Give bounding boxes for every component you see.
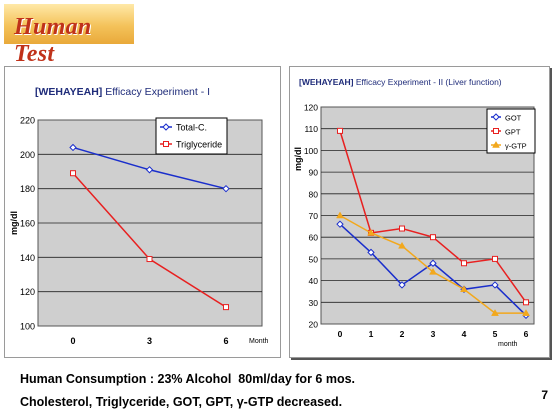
- chart-title: [WEHAYEAH] Efficacy Experiment - II (Liv…: [299, 77, 502, 87]
- legend-entry: Triglyceride: [176, 140, 222, 150]
- y-axis-label: mg/dl: [9, 211, 19, 235]
- chart-efficacy-2: [WEHAYEAH] Efficacy Experiment - II (Liv…: [293, 77, 536, 348]
- data-point: [523, 299, 529, 306]
- x-tick-label: 0: [70, 336, 75, 346]
- chart-efficacy-1: [WEHAYEAH] Efficacy Experiment - I 100 120…: [9, 86, 269, 346]
- x-tick-label: 4: [462, 329, 467, 339]
- data-point: [460, 285, 468, 293]
- chart-title-rest: Efficacy Experiment - I: [102, 86, 210, 98]
- data-point: [491, 309, 499, 316]
- x-tick-label: 3: [147, 336, 152, 346]
- data-point: [430, 234, 436, 241]
- x-tick-label: 6: [223, 336, 228, 346]
- slide-title: Human Test: [14, 14, 92, 67]
- x-tick-label: 3: [431, 329, 436, 339]
- data-point: [336, 220, 344, 228]
- chart-title: [WEHAYEAH] Efficacy Experiment - I: [35, 86, 210, 98]
- data-point: [398, 281, 406, 289]
- y-tick-label: 30: [309, 298, 319, 308]
- data-point: [429, 267, 437, 275]
- data-point: [222, 184, 230, 193]
- y-tick-label: 50: [309, 254, 319, 264]
- y-tick-label: 200: [20, 150, 35, 160]
- y-tick-label: 20: [309, 320, 319, 330]
- x-tick-label: 6: [524, 329, 529, 339]
- x-tick-label: 5: [493, 329, 498, 339]
- footer-consumption-text: Human Consumption : 23% Alcohol 80ml/day…: [20, 372, 356, 386]
- y-tick-label: 140: [20, 253, 35, 263]
- legend-marker: [492, 113, 500, 121]
- footer-result-text: Cholesterol, Triglyceride, GOT, GPT, γ-G…: [20, 395, 343, 409]
- data-point: [223, 304, 229, 311]
- x-tick-label: 2: [400, 329, 405, 339]
- chart-title-prefix: [WEHAYEAH]: [299, 77, 354, 87]
- chart-title-rest: Efficacy Experiment - II (Liver function…: [353, 77, 501, 87]
- y-tick-label: 220: [20, 116, 35, 126]
- data-point: [491, 281, 499, 289]
- data-point: [70, 170, 76, 177]
- page-number: 7: [541, 388, 548, 402]
- legend-entry: GOT: [505, 114, 522, 123]
- data-point: [146, 256, 153, 263]
- y-axis-label: mg/dl: [293, 147, 303, 171]
- data-point: [399, 225, 405, 232]
- data-point: [145, 166, 154, 174]
- data-point: [492, 255, 498, 262]
- x-tick-label: 0: [338, 329, 343, 339]
- x-tick-label: 1: [369, 329, 374, 339]
- data-point: [337, 127, 343, 134]
- x-axis-label: Month: [249, 338, 269, 345]
- y-tick-label: 80: [309, 189, 319, 199]
- y-tick-label: 60: [309, 233, 319, 243]
- chart-panel-1: [WEHAYEAH] Efficacy Experiment - I 100 120…: [4, 66, 281, 358]
- data-point: [461, 260, 467, 267]
- x-axis-label: month: [498, 341, 518, 348]
- legend-entry: Total-C.: [176, 123, 207, 133]
- slide-title-box: Human Test: [4, 4, 134, 67]
- legend-entry: GPT: [505, 128, 521, 137]
- legend-marker: [163, 141, 169, 147]
- legend-marker: [492, 141, 500, 148]
- y-tick-label: 100: [20, 322, 35, 332]
- legend-box: [155, 117, 228, 155]
- y-tick-label: 40: [309, 276, 319, 286]
- data-point: [522, 309, 530, 316]
- data-point: [398, 241, 406, 249]
- y-tick-label: 120: [20, 287, 35, 297]
- y-tick-label: 100: [304, 146, 318, 156]
- legend-entry: γ-GTP: [505, 142, 527, 151]
- y-tick-label: 120: [304, 103, 318, 113]
- chart-panel-2: [WEHAYEAH] Efficacy Experiment - II (Liv…: [289, 66, 550, 358]
- y-tick-label: 180: [20, 184, 35, 194]
- legend-marker: [493, 128, 499, 134]
- legend-marker: [162, 123, 170, 131]
- data-point: [429, 259, 437, 267]
- data-point: [367, 248, 375, 257]
- data-point: [69, 143, 77, 152]
- data-point: [367, 228, 375, 236]
- y-tick-label: 70: [309, 211, 319, 221]
- y-tick-label: 110: [304, 124, 318, 134]
- y-tick-label: 160: [20, 219, 35, 229]
- y-tick-label: 90: [309, 168, 319, 178]
- chart-title-prefix: [WEHAYEAH]: [35, 86, 102, 98]
- data-point: [336, 211, 344, 219]
